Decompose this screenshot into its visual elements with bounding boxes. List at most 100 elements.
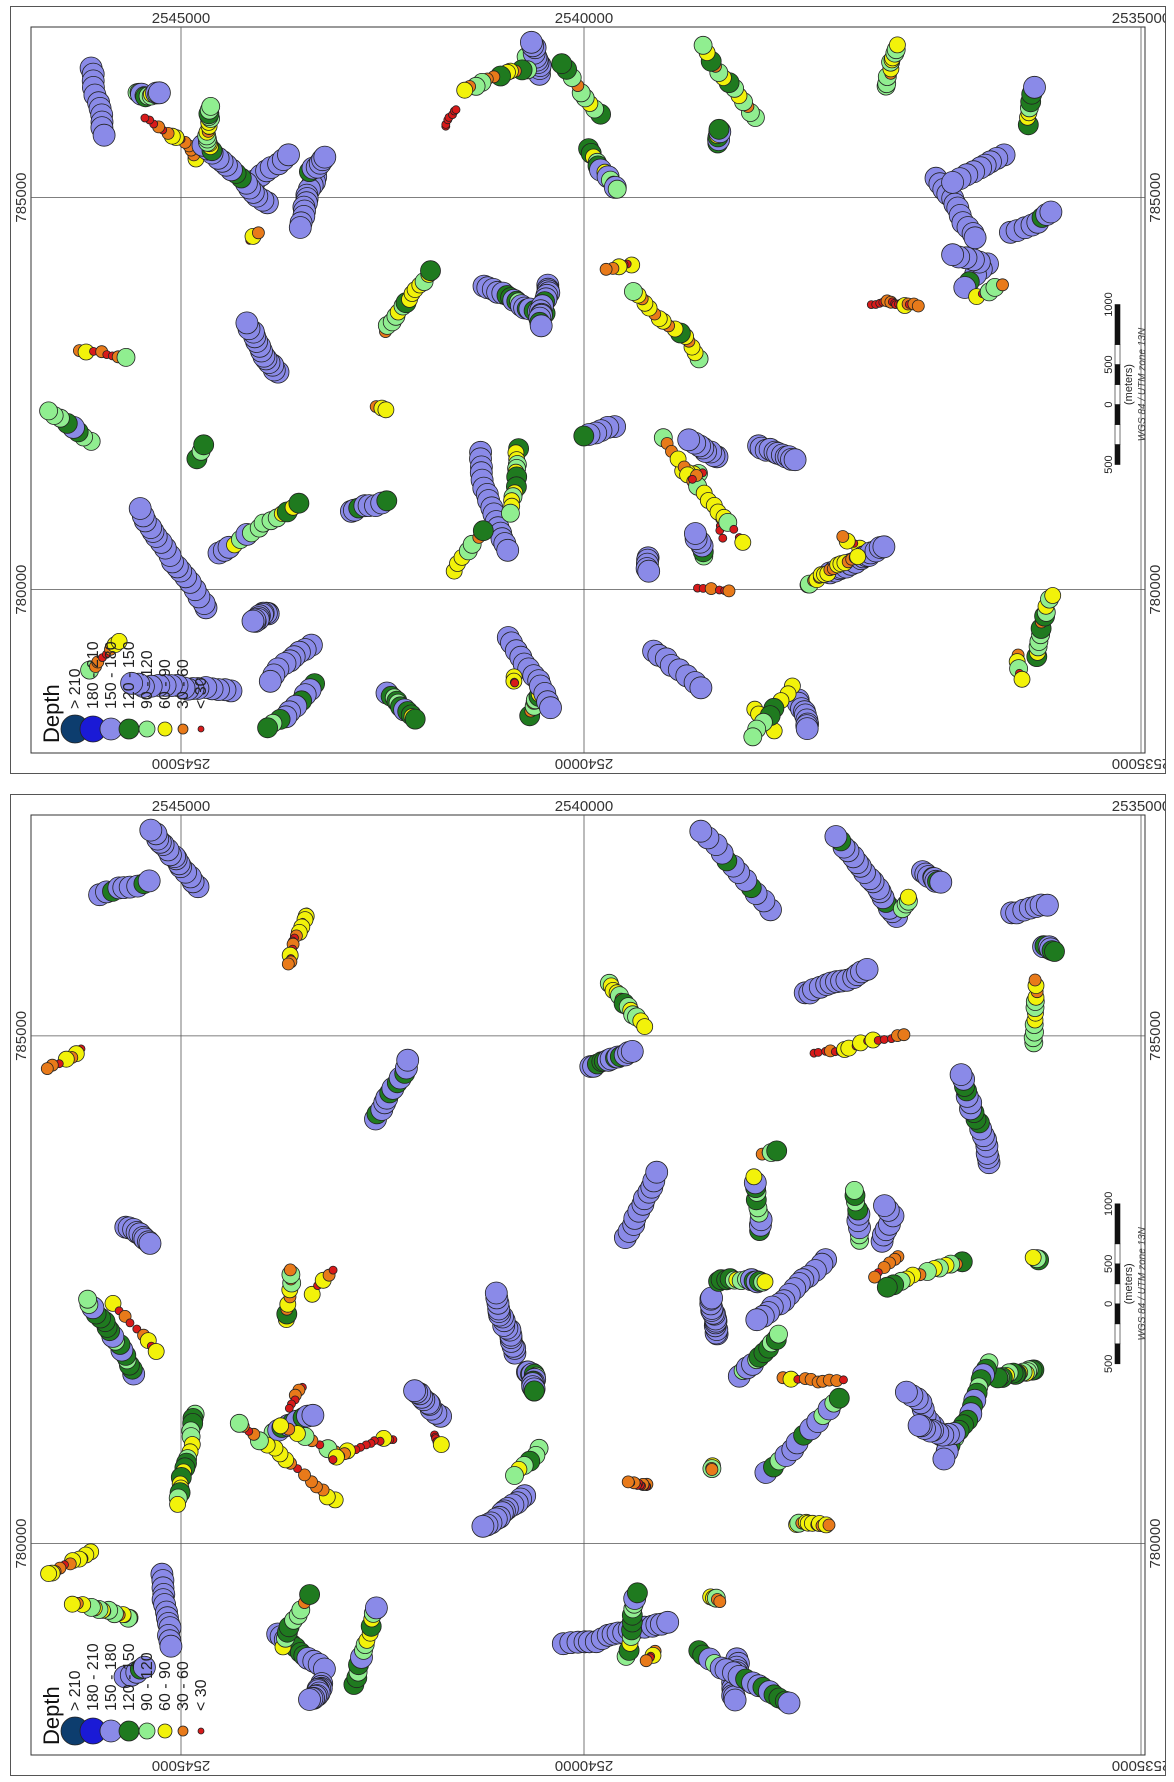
depth-point — [169, 1496, 187, 1513]
depth-point — [777, 1691, 801, 1715]
scale-bar-segment — [1114, 344, 1121, 365]
depth-point — [639, 1654, 653, 1668]
depth-point — [78, 1289, 97, 1309]
scale-bar-unit: (meters) — [1123, 1263, 1135, 1304]
legend-label: 150 - 180 — [103, 641, 120, 709]
depth-point — [756, 1273, 774, 1291]
depth-point — [907, 1414, 931, 1437]
legend-label: < 30 — [193, 1679, 210, 1711]
map-top: 2545000 2540000 2535000 2545000 2540000 25350… — [13, 10, 1165, 772]
depth-point — [193, 434, 215, 456]
legend-swatch — [197, 1727, 205, 1735]
grid-label-bottom: 2535000 — [1112, 1757, 1165, 1774]
depth-point — [125, 1318, 135, 1328]
legend-title: Depth — [39, 684, 64, 743]
grid-label-bottom: 2535000 — [1112, 755, 1165, 772]
depth-point — [822, 1518, 836, 1532]
depth-point — [301, 1403, 325, 1427]
depth-point — [932, 1447, 956, 1471]
depth-point — [529, 314, 553, 338]
depth-point — [828, 1387, 850, 1409]
depth-point — [303, 1285, 321, 1303]
depth-point — [745, 1168, 763, 1186]
grid-label-right: 780000 — [1147, 1518, 1164, 1568]
depth-point — [636, 1018, 654, 1036]
depth-point — [836, 530, 850, 543]
depth-point — [137, 869, 161, 893]
grid-label-top: 2545000 — [152, 798, 210, 815]
scale-bar-unit: (meters) — [1123, 364, 1135, 405]
legend-swatch — [157, 721, 173, 737]
legend-label: 120 - 150 — [121, 1643, 138, 1711]
depth-point — [1024, 1249, 1042, 1266]
legend-label: 120 - 150 — [121, 641, 138, 709]
depth-point — [689, 676, 713, 700]
depth-point — [708, 118, 730, 140]
depth-point — [963, 226, 987, 250]
depth-point — [705, 1463, 719, 1476]
depth-point — [783, 448, 807, 472]
depth-point — [897, 1028, 911, 1042]
depth-point — [505, 1466, 524, 1485]
depth-point — [451, 105, 461, 115]
depth-point — [645, 1160, 669, 1184]
depth-point — [484, 1281, 508, 1305]
depth-point — [404, 708, 426, 730]
depth-point — [281, 957, 295, 971]
depth-point — [147, 1343, 165, 1360]
depth-point — [795, 717, 819, 740]
grid-label-right: 785000 — [1147, 1011, 1164, 1061]
grid-label-right: 780000 — [1147, 565, 1164, 615]
depth-point — [39, 401, 58, 421]
scale-bar-tick-label: 500 — [1103, 1355, 1115, 1373]
depth-point — [510, 678, 520, 688]
grid-label-top: 2535000 — [1112, 10, 1165, 27]
depth-point — [251, 226, 265, 240]
map-frame — [30, 814, 1146, 1756]
depth-point — [328, 1455, 338, 1464]
depth-point — [723, 1688, 747, 1712]
depth-point — [1023, 75, 1046, 99]
depth-point — [364, 1596, 388, 1620]
depth-point — [92, 123, 116, 147]
depth-point — [298, 1688, 321, 1711]
depth-point — [403, 1379, 427, 1403]
depth-point — [718, 533, 728, 543]
depth-point — [551, 53, 573, 75]
depth-point — [745, 1308, 769, 1332]
depth-point — [128, 497, 152, 520]
scale-bar-segment — [1114, 404, 1121, 425]
depth-point — [116, 347, 136, 367]
grid-label-top: 2545000 — [152, 10, 210, 27]
depth-point — [63, 1595, 81, 1613]
map-panel-bottom: 2545000 2540000 2535000 2545000 2540000 25350… — [10, 794, 1166, 1776]
depth-point — [824, 825, 848, 848]
depth-point — [40, 1565, 57, 1582]
map-bottom: 2545000 2540000 2535000 2545000 2540000 25350… — [13, 798, 1165, 1774]
grid-label-bottom: 2540000 — [555, 755, 613, 772]
scale-bar-tick-label: 1000 — [1103, 292, 1115, 316]
depth-point — [40, 1062, 54, 1076]
depth-point — [277, 143, 300, 167]
depth-point — [941, 170, 964, 194]
depth-point — [607, 179, 627, 199]
depth-point — [229, 1413, 249, 1433]
scale-bar-segment — [1114, 424, 1121, 445]
scale-bar-segment — [1114, 444, 1121, 465]
depth-point — [1044, 587, 1062, 604]
depth-point — [313, 145, 337, 169]
scale-bar-segment — [1114, 1263, 1121, 1285]
depth-point — [688, 474, 697, 484]
depth-point — [624, 282, 643, 301]
grid-label-left: 780000 — [13, 565, 30, 615]
depth-point — [879, 1035, 889, 1044]
scale-bar-segment — [1114, 384, 1121, 405]
legend-label: 30 - 60 — [175, 659, 192, 709]
legend-label: 180 - 210 — [85, 1643, 102, 1711]
depth-point — [272, 1417, 290, 1435]
depth-point — [139, 818, 163, 842]
scale-bar: 500 0 500 1000 (meters) WGS 84 / UTM zone 13N — [1103, 292, 1148, 473]
depth-point — [110, 633, 128, 650]
depth-point — [839, 1375, 848, 1385]
scale-bar-tick-label: 0 — [1103, 1301, 1115, 1307]
